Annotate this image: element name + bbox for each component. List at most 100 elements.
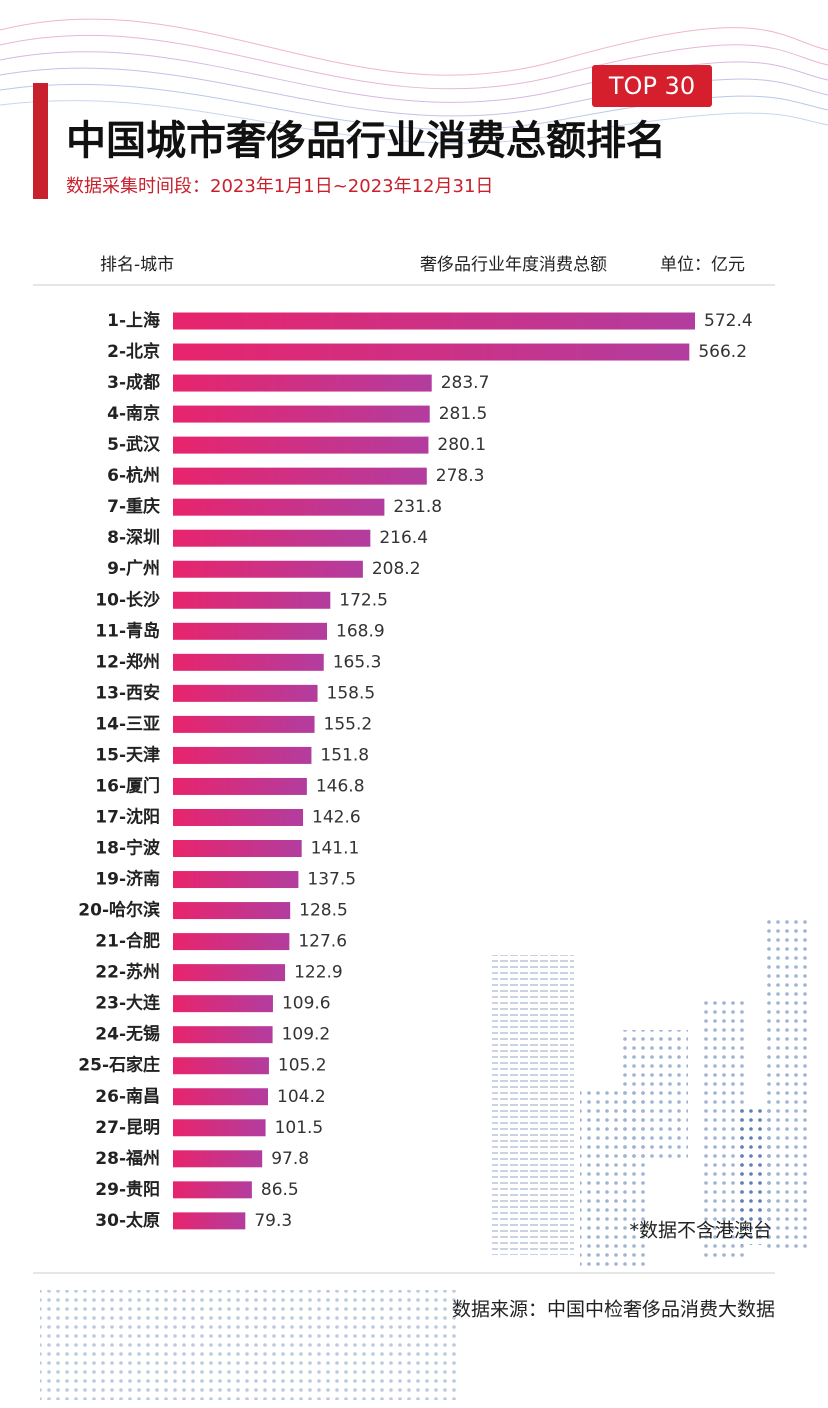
- bar: [173, 312, 695, 330]
- category-header: 排名-城市: [100, 255, 174, 275]
- value-label: 141.1: [311, 839, 360, 859]
- bar: [173, 1057, 269, 1075]
- bar: [173, 808, 304, 826]
- value-label: 231.8: [393, 497, 442, 517]
- bar: [173, 560, 363, 578]
- value-label: 109.6: [282, 994, 331, 1014]
- category-label: 9-广州: [107, 558, 160, 579]
- value-label: 216.4: [379, 528, 428, 548]
- category-label: 6-杭州: [107, 465, 160, 486]
- category-label: 29-贵阳: [95, 1179, 160, 1200]
- bar: [173, 1026, 273, 1044]
- value-label: 86.5: [261, 1180, 299, 1200]
- value-label: 79.3: [254, 1211, 292, 1231]
- value-label: 165.3: [333, 652, 382, 672]
- category-label: 14-三亚: [95, 714, 160, 734]
- bar: [173, 746, 312, 764]
- bar: [173, 343, 690, 361]
- bar: [173, 591, 331, 609]
- bar: [173, 653, 324, 671]
- category-label: 5-武汉: [107, 434, 161, 455]
- category-label: 30-太原: [95, 1210, 160, 1231]
- value-label: 158.5: [327, 683, 376, 703]
- category-label: 27-昆明: [95, 1118, 160, 1138]
- bar: [173, 529, 371, 547]
- bar: [173, 871, 299, 889]
- value-label: 172.5: [339, 590, 388, 610]
- category-label: 7-重庆: [107, 496, 160, 517]
- bar: [173, 1181, 252, 1199]
- title-accent: [33, 83, 48, 199]
- category-label: 11-青岛: [95, 620, 160, 641]
- bar: [173, 1088, 269, 1106]
- bar: [173, 1119, 266, 1137]
- value-label: 566.2: [698, 342, 747, 362]
- category-label: 28-福州: [95, 1148, 160, 1169]
- subtitle: 数据采集时间段：2023年1月1日~2023年12月31日: [66, 176, 493, 197]
- badge-box: [592, 65, 712, 107]
- value-label: 572.4: [704, 311, 753, 331]
- bar: [173, 467, 427, 485]
- value-label: 109.2: [282, 1025, 331, 1045]
- chart-title: 中国城市奢侈品行业消费总额排名: [66, 118, 666, 164]
- value-label: 155.2: [324, 714, 373, 734]
- value-label: 104.2: [277, 1087, 326, 1107]
- value-label: 146.8: [316, 776, 365, 796]
- bar: [173, 964, 286, 982]
- category-label: 26-南昌: [95, 1086, 160, 1107]
- decor-waves: [0, 18, 828, 144]
- category-label: 22-苏州: [95, 962, 160, 983]
- category-label: 24-无锡: [95, 1024, 160, 1045]
- bar: [173, 715, 315, 733]
- category-label: 3-成都: [107, 372, 160, 393]
- bar: [173, 374, 432, 392]
- category-label: 4-南京: [107, 403, 160, 424]
- bar: [173, 684, 318, 702]
- category-label: 17-沈阳: [95, 806, 160, 827]
- bar: [173, 436, 429, 454]
- bar: [173, 1150, 263, 1168]
- category-label: 2-北京: [107, 341, 160, 362]
- value-label: 128.5: [299, 901, 348, 921]
- value-label: 142.6: [312, 807, 361, 827]
- value-label: 151.8: [320, 745, 369, 765]
- bar: [173, 933, 290, 951]
- category-label: 21-合肥: [95, 931, 160, 952]
- value-label: 105.2: [278, 1056, 327, 1076]
- category-label: 18-宁波: [95, 838, 161, 859]
- bar: [173, 622, 328, 640]
- category-label: 15-天津: [95, 744, 160, 765]
- decor-buildings: [40, 918, 812, 1400]
- category-label: 12-郑州: [95, 651, 160, 672]
- value-label: 280.1: [437, 435, 486, 455]
- unit: 单位：亿元: [660, 255, 745, 275]
- value-label: 101.5: [275, 1118, 324, 1138]
- badge: TOP 30: [608, 72, 695, 100]
- bar: [173, 405, 430, 423]
- value-label: 208.2: [372, 559, 421, 579]
- category-label: 8-深圳: [107, 527, 160, 548]
- value-label: 281.5: [439, 404, 488, 424]
- source: 数据来源：中国中检奢侈品消费大数据: [452, 1299, 775, 1321]
- category-label: 20-哈尔滨: [78, 900, 160, 921]
- category-label: 10-长沙: [95, 589, 160, 610]
- category-label: 25-石家庄: [78, 1055, 160, 1076]
- value-label: 137.5: [307, 870, 356, 890]
- value-label: 283.7: [441, 373, 490, 393]
- category-label: 19-济南: [95, 869, 160, 890]
- bar: [173, 777, 307, 795]
- bar: [173, 995, 273, 1013]
- note: *数据不含港澳台: [629, 1220, 772, 1242]
- value-label: 122.9: [294, 963, 343, 983]
- bar: [173, 902, 291, 920]
- value-header: 奢侈品行业年度消费总额: [420, 255, 607, 275]
- category-label: 16-厦门: [95, 775, 160, 796]
- category-label: 1-上海: [107, 310, 160, 331]
- category-label: 13-西安: [95, 682, 160, 703]
- bar: [173, 1212, 246, 1230]
- value-label: 168.9: [336, 621, 385, 641]
- category-label: 23-大连: [95, 993, 161, 1014]
- value-label: 278.3: [436, 466, 485, 486]
- bar: [173, 840, 302, 858]
